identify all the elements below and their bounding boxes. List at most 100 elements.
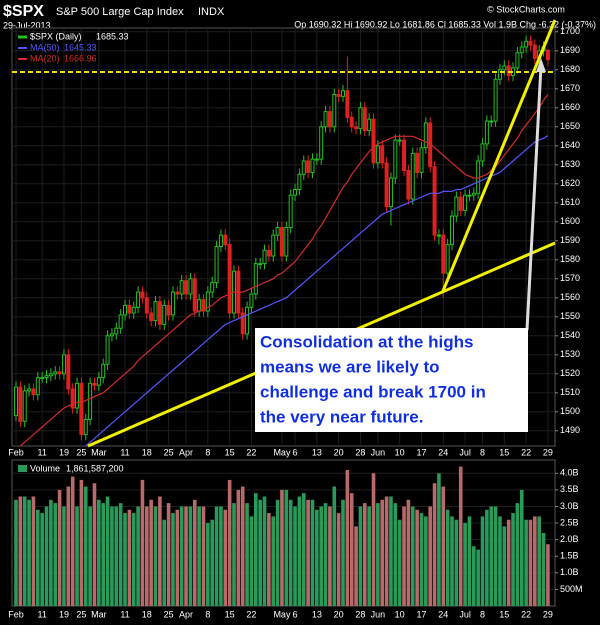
volume-bar: [75, 506, 79, 606]
volume-bar: [240, 486, 245, 606]
volume-bar: [463, 523, 467, 606]
volume-bar: [315, 509, 319, 606]
volume-bar: [445, 509, 450, 606]
volume-bar: [40, 513, 44, 606]
volume-bar: [219, 506, 223, 606]
candle-body: [136, 291, 141, 308]
volume-bar: [485, 509, 489, 606]
x-tick-label: 6: [293, 609, 298, 619]
volume-bar: [83, 486, 88, 606]
price-panel: [11, 27, 556, 447]
volume-bar: [537, 516, 541, 606]
volume-bar: [519, 489, 524, 606]
candle-body: [419, 147, 424, 173]
volume-bar: [66, 486, 71, 606]
y-tick-label: 1550: [560, 311, 580, 321]
candle-body: [40, 377, 45, 380]
volume-bar: [36, 509, 40, 606]
candle-body: [432, 166, 437, 236]
candle-body: [262, 249, 267, 265]
candle-body: [284, 227, 289, 257]
candle-body: [458, 196, 463, 211]
x-tick-label: Apr: [179, 609, 193, 619]
y-tick-label: 1660: [560, 102, 580, 112]
annotation: the very near future.: [260, 407, 423, 426]
volume-bar: [524, 519, 528, 606]
y-tick-label: 1500: [560, 406, 580, 416]
candle-body: [114, 327, 119, 335]
y-tick-label: 500M: [560, 584, 583, 594]
x-tick-label: May: [273, 447, 291, 457]
volume-bar: [123, 513, 127, 606]
chart-title: $SPX: [3, 3, 44, 20]
x-tick-label: 15: [499, 447, 509, 457]
volume-bar: [410, 506, 415, 606]
volume-bar: [110, 506, 114, 606]
volume-bar: [363, 503, 367, 606]
candle-body: [327, 111, 332, 128]
y-tick-label: 1570: [560, 273, 580, 283]
x-tick-label: May: [273, 609, 291, 619]
x-tick-label: 11: [120, 447, 129, 457]
candle-body: [271, 234, 276, 257]
candle-body: [528, 40, 533, 46]
y-tick-label: 1.0B: [560, 567, 579, 577]
moving-average: [19, 94, 549, 446]
x-tick-label: 8: [205, 609, 210, 619]
volume-bar: [31, 496, 36, 606]
volume-bar: [105, 496, 110, 606]
candle-body: [515, 52, 520, 69]
candle-body: [384, 162, 389, 208]
x-tick-label: 22: [521, 447, 531, 457]
y-tick-label: 3.5B: [560, 484, 579, 494]
y-tick-label: 1690: [560, 45, 580, 55]
candle-body: [166, 304, 171, 316]
candle-body: [123, 304, 127, 316]
candle-body: [162, 304, 167, 325]
volume-bar: [502, 526, 507, 606]
y-tick-label: 1670: [560, 83, 580, 93]
exchange: INDX: [198, 6, 225, 18]
candle-body: [79, 382, 84, 436]
candle-body: [454, 196, 459, 217]
x-tick-label: 15: [225, 609, 235, 619]
volume-bar: [437, 473, 441, 606]
volume-bar: [297, 496, 302, 606]
volume-bar: [27, 499, 31, 606]
y-tick-label: 4.0B: [560, 468, 579, 478]
candle-body: [188, 278, 193, 295]
candle-body: [519, 46, 524, 54]
y-tick-label: 1.5B: [560, 551, 579, 561]
annotation: challenge and break 1700 in: [260, 382, 486, 401]
candle-body: [423, 122, 428, 149]
y-tick-label: 2.0B: [560, 534, 579, 544]
candle-body: [297, 173, 302, 191]
candle-body: [14, 386, 18, 417]
volume-bar: [184, 506, 188, 606]
volume-bar: [179, 506, 184, 606]
x-tick-label: 8: [480, 609, 485, 619]
candle-body: [118, 314, 123, 329]
y-tick-label: 1520: [560, 368, 580, 378]
candle-body: [31, 388, 36, 396]
volume-bar: [49, 499, 53, 606]
candle-body: [96, 377, 101, 386]
candle-body: [402, 139, 407, 172]
y-tick-label: 1610: [560, 197, 580, 207]
volume-bar: [310, 499, 315, 606]
x-tick-label: 10: [395, 447, 405, 457]
volume-bar: [428, 506, 432, 606]
candle-body: [18, 386, 23, 422]
candle-body: [436, 234, 441, 237]
volume-bar: [214, 506, 219, 606]
candle-body: [367, 118, 372, 132]
candle-body: [44, 375, 49, 379]
volume-bar: [223, 509, 228, 606]
candle-body: [306, 160, 311, 173]
x-tick-label: 15: [499, 609, 509, 619]
x-tick-label: 22: [246, 447, 256, 457]
x-tick-label: 17: [416, 609, 426, 619]
x-tick-label: 20: [334, 447, 344, 457]
volume-bar: [541, 533, 546, 606]
